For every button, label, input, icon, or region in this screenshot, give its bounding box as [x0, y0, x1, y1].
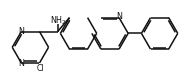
- Text: NH$_2$: NH$_2$: [50, 14, 67, 27]
- Text: N: N: [18, 27, 24, 36]
- Text: N: N: [116, 12, 122, 21]
- Text: N: N: [18, 59, 24, 68]
- Text: Cl: Cl: [37, 64, 45, 73]
